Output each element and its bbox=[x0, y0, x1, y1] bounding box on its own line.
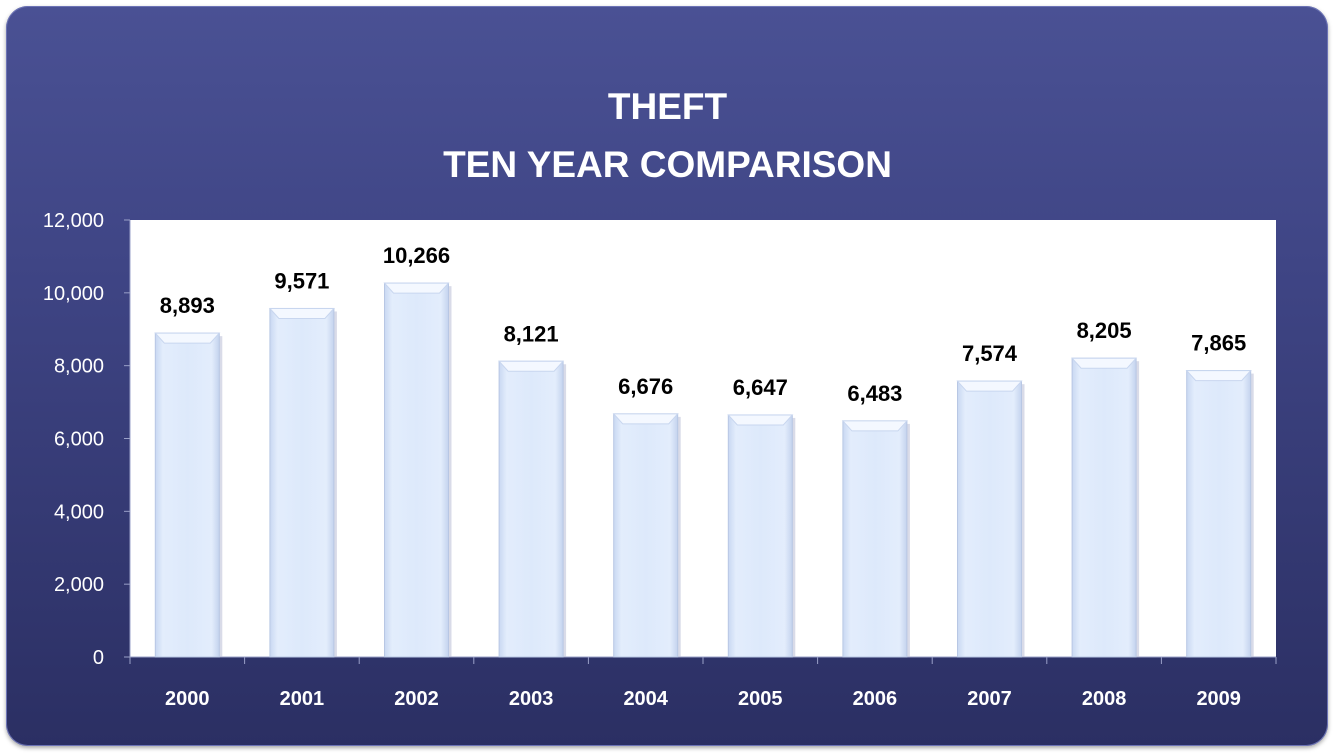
bars bbox=[154, 282, 1254, 658]
x-tick-label: 2000 bbox=[165, 688, 210, 710]
y-tick-label: 6,000 bbox=[54, 429, 104, 451]
y-tick-label: 4,000 bbox=[54, 501, 104, 523]
bar bbox=[613, 413, 679, 658]
bar-bevel bbox=[497, 360, 565, 372]
x-tick-label: 2004 bbox=[623, 688, 668, 710]
x-tick-label: 2008 bbox=[1082, 688, 1127, 710]
chart-subtitle: TEN YEAR COMPARISON bbox=[443, 144, 892, 185]
y-tick-label: 10,000 bbox=[43, 283, 104, 305]
x-tick-label: 2005 bbox=[738, 688, 783, 710]
data-label: 10,266 bbox=[383, 243, 450, 268]
data-label: 7,865 bbox=[1191, 331, 1246, 356]
bar bbox=[384, 282, 449, 658]
bar-bevel bbox=[1070, 357, 1138, 369]
bar-bevel bbox=[727, 414, 794, 426]
bar-bevel bbox=[1185, 370, 1252, 382]
x-tick-label: 2006 bbox=[853, 688, 898, 710]
bar-bevel bbox=[612, 413, 679, 425]
chart-title: THEFT bbox=[607, 86, 728, 127]
bar-bevel bbox=[956, 380, 1023, 392]
x-tick-label: 2007 bbox=[967, 688, 1012, 710]
bar-bevel bbox=[154, 332, 221, 344]
data-labels: 8,893 2000 9,571 2001 10,266 2002 8,121 2003 6,6… bbox=[160, 243, 1246, 710]
y-tick-label: 0 bbox=[93, 647, 104, 669]
bar bbox=[498, 360, 564, 658]
bar bbox=[1186, 370, 1252, 658]
bar bbox=[269, 307, 335, 658]
x-tick-label: 2009 bbox=[1196, 688, 1241, 710]
y-tick-label: 2,000 bbox=[54, 574, 104, 596]
bar bbox=[727, 414, 793, 658]
y-tick-label: 8,000 bbox=[54, 356, 104, 378]
x-tick-label: 2003 bbox=[509, 688, 554, 710]
y-tick-label: 12,000 bbox=[43, 210, 104, 232]
bar bbox=[957, 380, 1022, 658]
bar bbox=[842, 420, 908, 658]
data-label: 7,574 bbox=[962, 341, 1018, 366]
data-label: 8,893 bbox=[160, 293, 215, 318]
data-label: 8,121 bbox=[504, 321, 559, 346]
bar-bevel bbox=[383, 282, 450, 294]
x-tick-label: 2002 bbox=[394, 688, 439, 710]
data-label: 6,483 bbox=[847, 381, 902, 406]
data-label: 6,647 bbox=[733, 375, 788, 400]
data-label: 9,571 bbox=[274, 268, 329, 293]
data-label: 8,205 bbox=[1077, 318, 1132, 343]
data-label: 6,676 bbox=[618, 374, 673, 399]
bar-bevel bbox=[841, 420, 909, 432]
bar-bevel bbox=[268, 307, 336, 319]
bar bbox=[154, 332, 220, 658]
bar bbox=[1071, 357, 1137, 658]
x-tick-label: 2001 bbox=[280, 688, 325, 710]
